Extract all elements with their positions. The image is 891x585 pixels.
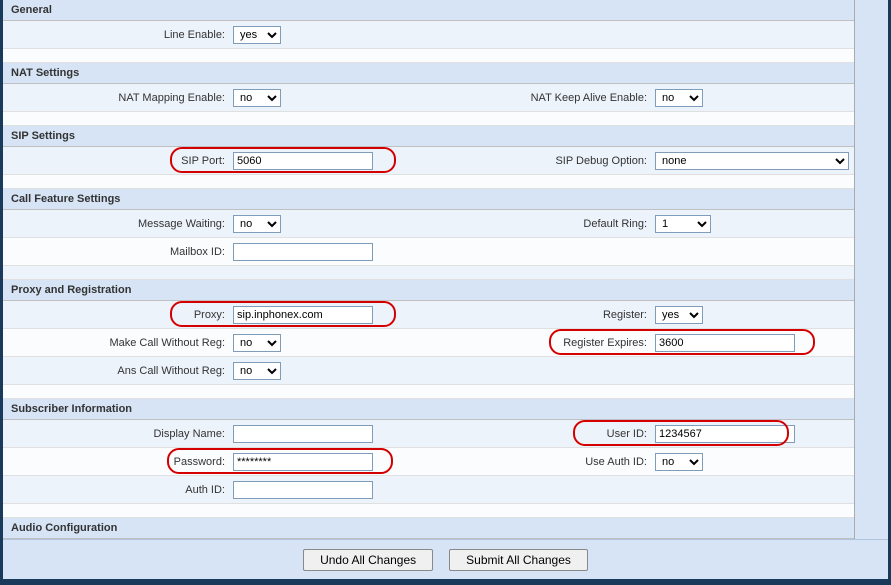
label-userid: User ID: (425, 428, 655, 440)
row-mailbox: Mailbox ID: (3, 238, 854, 266)
label-reg-expires: Register Expires: (425, 337, 655, 349)
right-margin (855, 0, 888, 539)
undo-button[interactable]: Undo All Changes (303, 549, 433, 571)
section-subscriber: Subscriber Information (3, 399, 854, 420)
label-nat-mapping: NAT Mapping Enable: (3, 92, 233, 104)
label-sip-port: SIP Port: (3, 155, 233, 167)
label-proxy: Proxy: (3, 309, 233, 321)
select-makecall[interactable]: no (233, 334, 281, 352)
select-sip-debug[interactable]: none (655, 152, 849, 170)
section-proxy: Proxy and Registration (3, 280, 854, 301)
label-nat-keepalive: NAT Keep Alive Enable: (425, 92, 655, 104)
label-sip-debug: SIP Debug Option: (425, 155, 655, 167)
label-mailbox: Mailbox ID: (3, 246, 233, 258)
label-anscall: Ans Call Without Reg: (3, 365, 233, 377)
row-sip-port: SIP Port: SIP Debug Option: none (3, 147, 854, 175)
label-makecall: Make Call Without Reg: (3, 337, 233, 349)
section-audio: Audio Configuration (3, 518, 854, 539)
input-mailbox[interactable] (233, 243, 373, 261)
label-useauth: Use Auth ID: (425, 456, 655, 468)
label-password: Password: (3, 456, 233, 468)
input-display-name[interactable] (233, 425, 373, 443)
row-line-enable: Line Enable: yes (3, 21, 854, 49)
select-register[interactable]: yes (655, 306, 703, 324)
row-makecall: Make Call Without Reg: no Register Expir… (3, 329, 854, 357)
select-nat-mapping[interactable]: no (233, 89, 281, 107)
footer: Undo All Changes Submit All Changes (3, 539, 888, 579)
section-general: General (3, 0, 854, 21)
section-nat: NAT Settings (3, 63, 854, 84)
row-password: Password: Use Auth ID: no (3, 448, 854, 476)
scroll-content[interactable]: General Line Enable: yes NAT Settings NA… (3, 0, 855, 539)
input-sip-port[interactable] (233, 152, 373, 170)
row-authid: Auth ID: (3, 476, 854, 504)
row-display-name: Display Name: User ID: (3, 420, 854, 448)
select-line-enable[interactable]: yes (233, 26, 281, 44)
submit-button[interactable]: Submit All Changes (449, 549, 588, 571)
input-proxy[interactable] (233, 306, 373, 324)
row-nat: NAT Mapping Enable: no NAT Keep Alive En… (3, 84, 854, 112)
section-sip: SIP Settings (3, 126, 854, 147)
input-reg-expires[interactable] (655, 334, 795, 352)
input-password[interactable] (233, 453, 373, 471)
select-anscall[interactable]: no (233, 362, 281, 380)
label-msg-waiting: Message Waiting: (3, 218, 233, 230)
select-useauth[interactable]: no (655, 453, 703, 471)
label-register: Register: (425, 309, 655, 321)
row-proxy: Proxy: Register: yes (3, 301, 854, 329)
label-authid: Auth ID: (3, 484, 233, 496)
input-userid[interactable] (655, 425, 795, 443)
label-default-ring: Default Ring: (425, 218, 655, 230)
select-msg-waiting[interactable]: no (233, 215, 281, 233)
select-nat-keepalive[interactable]: no (655, 89, 703, 107)
row-msg-waiting: Message Waiting: no Default Ring: 1 (3, 210, 854, 238)
row-anscall: Ans Call Without Reg: no (3, 357, 854, 385)
config-page: General Line Enable: yes NAT Settings NA… (3, 0, 888, 579)
label-line-enable: Line Enable: (3, 29, 233, 41)
label-display-name: Display Name: (3, 428, 233, 440)
section-call: Call Feature Settings (3, 189, 854, 210)
select-default-ring[interactable]: 1 (655, 215, 711, 233)
input-authid[interactable] (233, 481, 373, 499)
